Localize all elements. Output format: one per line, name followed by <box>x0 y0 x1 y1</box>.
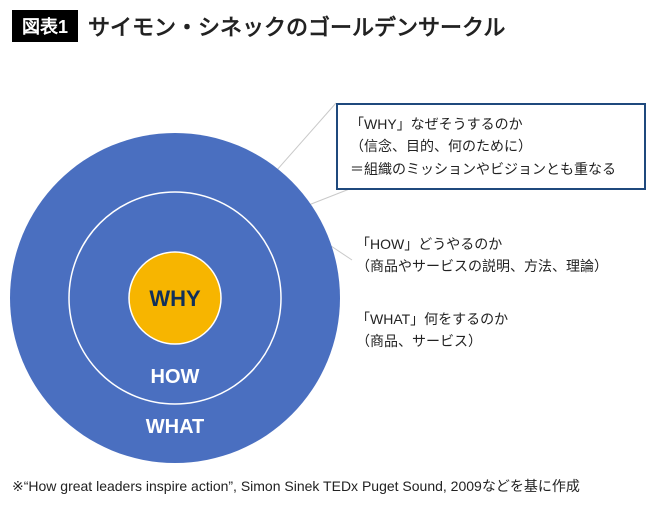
label-how: HOW <box>151 366 200 388</box>
callout-why-line3: ＝組織のミッションやビジョンとも重なる <box>350 158 632 180</box>
label-what: WHAT <box>146 416 205 438</box>
callout-what-line1: 「WHAT」何をするのか <box>356 308 646 330</box>
figure-header: 図表1 サイモン・シネックのゴールデンサークル <box>0 0 670 50</box>
source-footnote: ※“How great leaders inspire action”, Sim… <box>12 476 580 496</box>
callout-what-line2: （商品、サービス） <box>356 330 646 352</box>
callout-why-line2: （信念、目的、何のために） <box>350 135 632 157</box>
callout-why: 「WHY」なぜそうするのか （信念、目的、何のために） ＝組織のミッションやビジ… <box>336 103 646 190</box>
label-why: WHY <box>149 286 201 311</box>
callout-how-line1: 「HOW」どうやるのか <box>356 233 646 255</box>
callout-why-line1: 「WHY」なぜそうするのか <box>350 113 632 135</box>
figure-badge: 図表1 <box>12 10 78 42</box>
callout-what: 「WHAT」何をするのか （商品、サービス） <box>356 308 646 353</box>
callout-how-line2: （商品やサービスの説明、方法、理論） <box>356 255 646 277</box>
figure-title: サイモン・シネックのゴールデンサークル <box>88 10 505 42</box>
callout-how: 「HOW」どうやるのか （商品やサービスの説明、方法、理論） <box>356 233 646 278</box>
